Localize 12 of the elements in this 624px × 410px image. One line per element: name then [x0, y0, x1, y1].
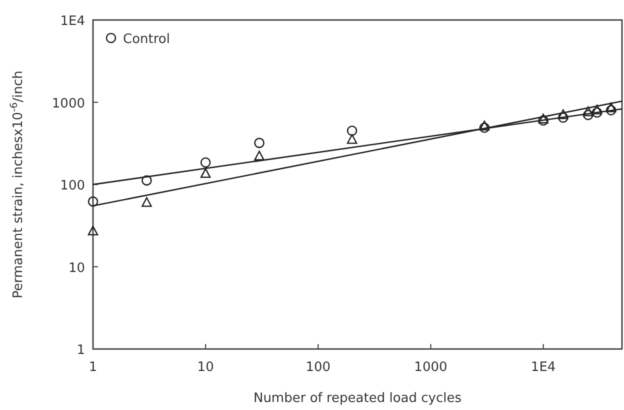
y-tick-label: 1E4 [60, 14, 85, 29]
x-tick-label: 100 [306, 360, 331, 375]
x-tick-label: 1 [88, 360, 98, 375]
y-tick-label: 100 [60, 178, 85, 194]
legend-label: Control [123, 32, 170, 47]
x-tick-label: 1E4 [530, 360, 556, 375]
y-tick-label: 1000 [52, 96, 85, 112]
x-tick-label: 10 [197, 360, 214, 375]
y-tick-label: 10 [68, 260, 85, 276]
x-axis-title: Number of repeated load cycles [253, 391, 462, 406]
y-tick-label: 1 [76, 343, 85, 358]
x-tick-label: 1000 [414, 360, 448, 375]
